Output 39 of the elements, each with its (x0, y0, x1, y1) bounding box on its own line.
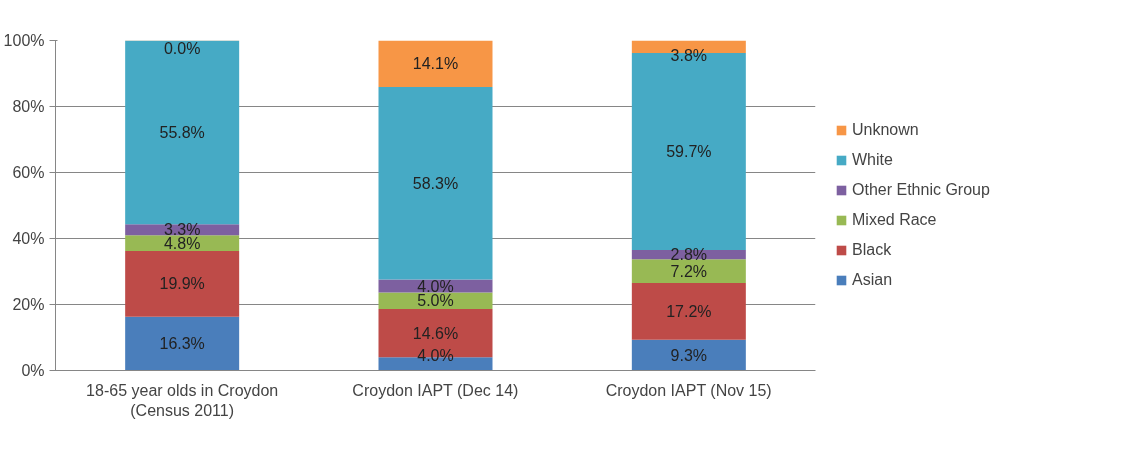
data-label: 4.0% (417, 277, 454, 295)
bar (125, 316, 240, 371)
data-label: 2.8% (670, 246, 708, 264)
y-tick-label: 80% (12, 98, 45, 115)
data-label: 5.0% (417, 292, 454, 310)
data-label: 17.2% (666, 302, 712, 320)
y-tick-label: 0% (21, 362, 45, 379)
y-tick-label: 40% (12, 230, 45, 247)
bar (631, 283, 746, 340)
data-label: 14.6% (412, 324, 459, 342)
y-tick-label: 100% (3, 32, 45, 49)
y-tick-label: 60% (12, 164, 45, 181)
data-label: 58.3% (412, 174, 459, 192)
legend-label: Black (852, 241, 892, 259)
x-tick-label: Croydon IAPT (Nov 15) (605, 381, 772, 399)
legend-label: Asian (852, 271, 893, 289)
data-label: 9.3% (670, 346, 708, 364)
x-tick-label: 18-65 year olds in Croydon (Census 2011) (86, 381, 279, 419)
legend-label: Unknown (852, 121, 919, 139)
bar (378, 279, 493, 293)
data-label: 0.0% (163, 40, 201, 58)
legend-label: White (852, 151, 893, 169)
bar (631, 259, 746, 284)
data-label: 59.7% (666, 143, 712, 161)
bar (631, 339, 746, 371)
data-label: 16.3% (159, 335, 205, 353)
bar (378, 40, 493, 88)
legend-label: Mixed Race (852, 211, 937, 229)
bar (125, 251, 240, 317)
data-label: 7.2% (670, 262, 708, 280)
data-label: 4.8% (163, 234, 201, 252)
x-tick-label: Croydon IAPT (Dec 14) (352, 381, 519, 399)
y-tick-label: 20% (12, 296, 45, 313)
legend-label: Other Ethnic Group (852, 181, 990, 199)
data-label: 19.9% (159, 275, 205, 293)
data-label: 55.8% (159, 123, 205, 141)
bar (378, 87, 493, 280)
bar (125, 40, 240, 225)
data-label: 14.1% (412, 55, 459, 73)
